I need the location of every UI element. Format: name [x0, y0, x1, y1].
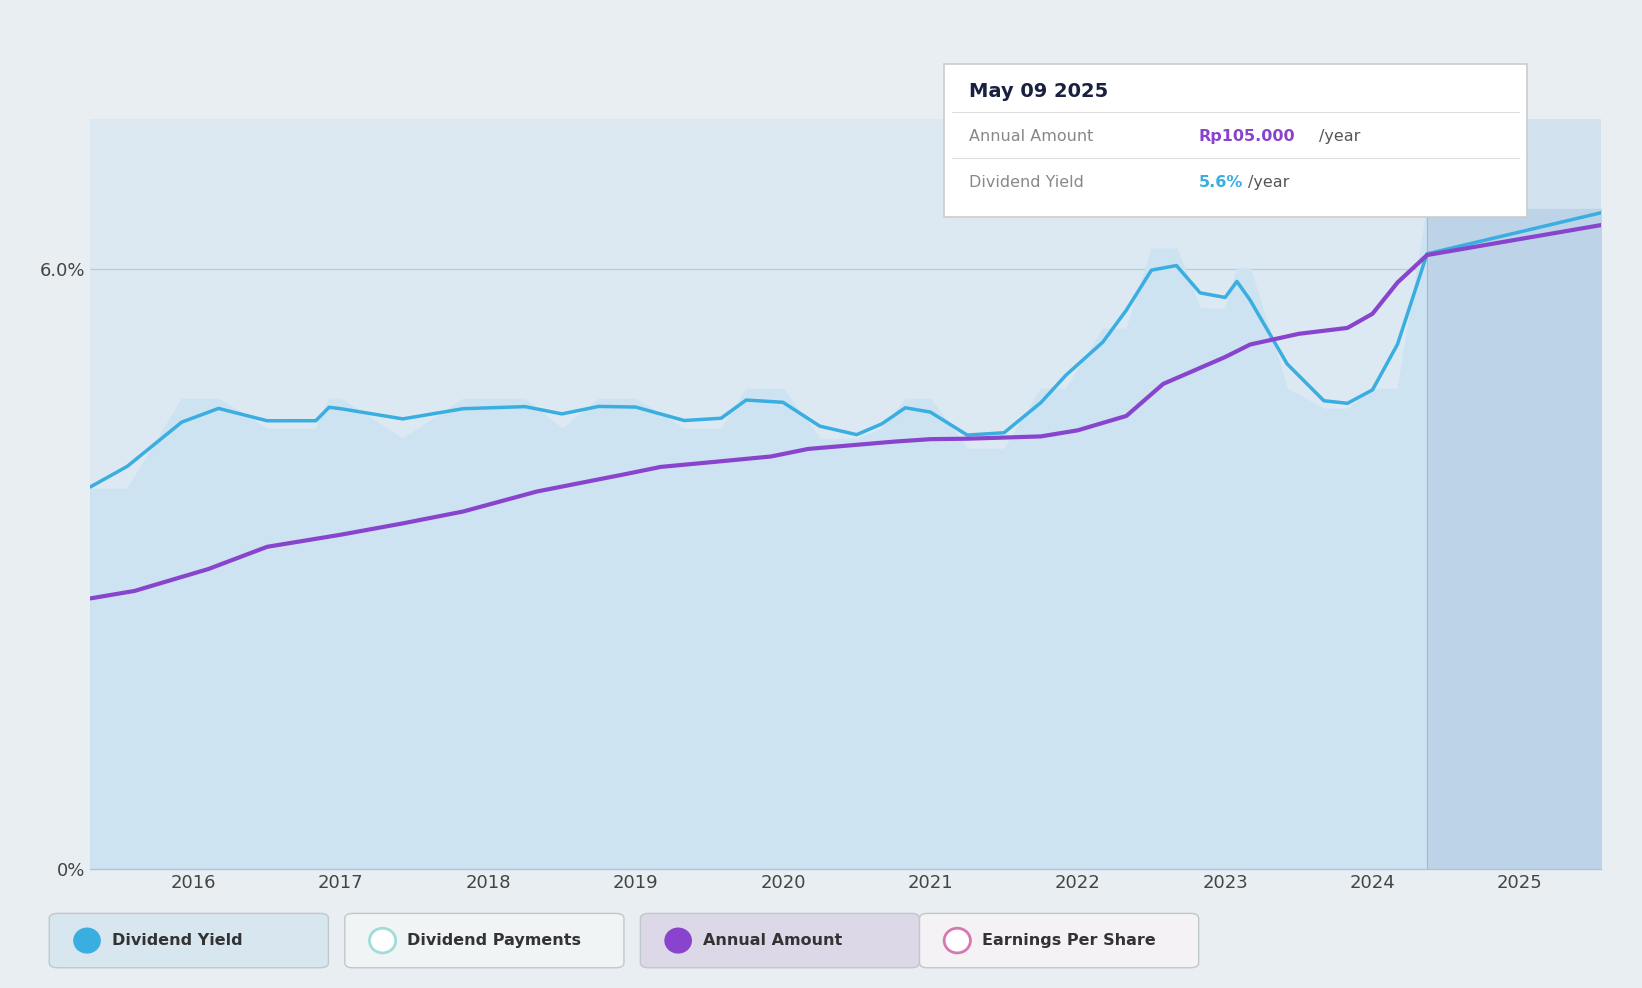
Text: Rp105.000: Rp105.000	[1199, 128, 1296, 144]
Text: Dividend Yield: Dividend Yield	[112, 933, 243, 948]
Text: May 09 2025: May 09 2025	[969, 82, 1108, 101]
Text: Past: Past	[1435, 171, 1470, 189]
Text: Earnings Per Share: Earnings Per Share	[982, 933, 1156, 948]
Text: Annual Amount: Annual Amount	[969, 128, 1094, 144]
Text: /year: /year	[1248, 175, 1289, 191]
Text: 5.6%: 5.6%	[1199, 175, 1243, 191]
Text: Annual Amount: Annual Amount	[703, 933, 842, 948]
Text: Dividend Payments: Dividend Payments	[407, 933, 581, 948]
Text: Dividend Yield: Dividend Yield	[969, 175, 1084, 191]
Text: /year: /year	[1319, 128, 1360, 144]
Bar	[1427, 119, 1601, 869]
